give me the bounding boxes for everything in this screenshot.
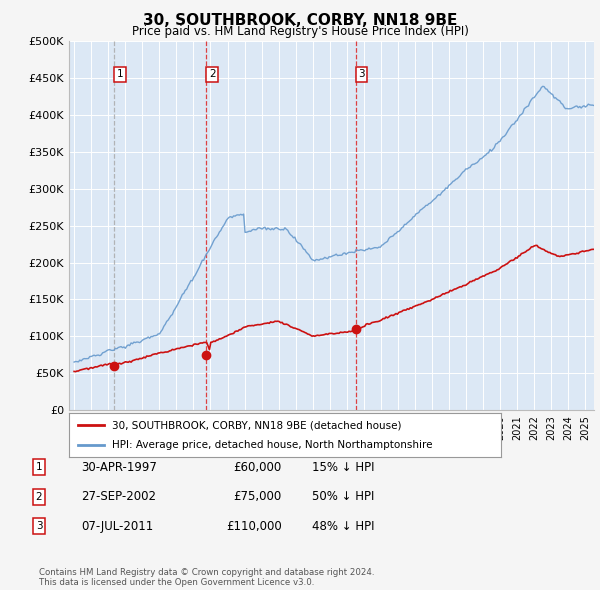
Text: Contains HM Land Registry data © Crown copyright and database right 2024.
This d: Contains HM Land Registry data © Crown c… <box>39 568 374 587</box>
Text: 48% ↓ HPI: 48% ↓ HPI <box>312 520 374 533</box>
Text: 30, SOUTHBROOK, CORBY, NN18 9BE (detached house): 30, SOUTHBROOK, CORBY, NN18 9BE (detache… <box>112 421 402 430</box>
Text: 1: 1 <box>116 70 123 80</box>
Text: 2: 2 <box>35 492 43 502</box>
Text: £110,000: £110,000 <box>226 520 282 533</box>
Text: 30-APR-1997: 30-APR-1997 <box>81 461 157 474</box>
Text: 2: 2 <box>209 70 215 80</box>
Text: 3: 3 <box>35 522 43 531</box>
Text: Price paid vs. HM Land Registry's House Price Index (HPI): Price paid vs. HM Land Registry's House … <box>131 25 469 38</box>
Text: £75,000: £75,000 <box>234 490 282 503</box>
Text: £60,000: £60,000 <box>234 461 282 474</box>
Text: 07-JUL-2011: 07-JUL-2011 <box>81 520 153 533</box>
Text: 27-SEP-2002: 27-SEP-2002 <box>81 490 156 503</box>
Text: 3: 3 <box>358 70 365 80</box>
Text: HPI: Average price, detached house, North Northamptonshire: HPI: Average price, detached house, Nort… <box>112 440 433 450</box>
Text: 1: 1 <box>35 463 43 472</box>
Text: 15% ↓ HPI: 15% ↓ HPI <box>312 461 374 474</box>
Text: 30, SOUTHBROOK, CORBY, NN18 9BE: 30, SOUTHBROOK, CORBY, NN18 9BE <box>143 13 457 28</box>
Text: 50% ↓ HPI: 50% ↓ HPI <box>312 490 374 503</box>
